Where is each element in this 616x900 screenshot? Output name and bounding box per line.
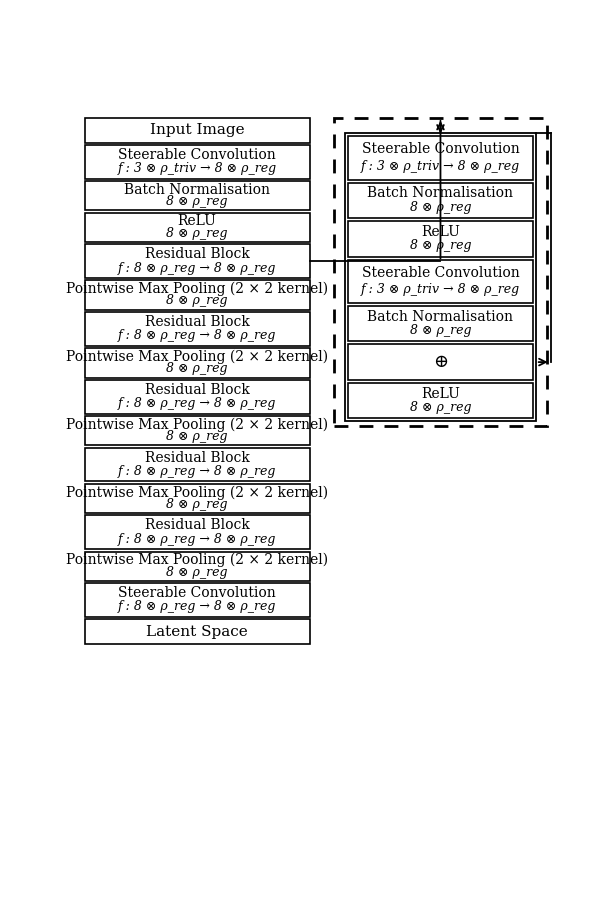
Bar	[345, 133, 536, 421]
Bar	[85, 516, 309, 549]
Text: 8 ⊗ ρ_reg: 8 ⊗ ρ_reg	[166, 430, 228, 443]
Text: Residual Block: Residual Block	[145, 315, 249, 329]
Bar	[348, 137, 533, 180]
Text: Residual Block: Residual Block	[145, 248, 249, 262]
Text: Pointwise Max Pooling (2 × 2 kernel): Pointwise Max Pooling (2 × 2 kernel)	[66, 554, 328, 568]
Bar	[348, 183, 533, 218]
Text: Pointwise Max Pooling (2 × 2 kernel): Pointwise Max Pooling (2 × 2 kernel)	[66, 282, 328, 296]
Text: Batch Normalisation: Batch Normalisation	[368, 186, 514, 201]
Text: Residual Block: Residual Block	[145, 383, 249, 397]
Bar	[85, 484, 309, 513]
Text: f : 8 ⊗ ρ_reg → 8 ⊗ ρ_reg: f : 8 ⊗ ρ_reg → 8 ⊗ ρ_reg	[118, 397, 277, 410]
Bar	[334, 118, 546, 426]
Bar	[85, 583, 309, 617]
Text: Latent Space: Latent Space	[146, 625, 248, 639]
Bar	[85, 380, 309, 414]
Bar	[348, 382, 533, 418]
Text: 8 ⊗ ρ_reg: 8 ⊗ ρ_reg	[166, 362, 228, 375]
Bar	[85, 619, 309, 644]
Text: Pointwise Max Pooling (2 × 2 kernel): Pointwise Max Pooling (2 × 2 kernel)	[66, 418, 328, 432]
Text: Residual Block: Residual Block	[145, 518, 249, 533]
Bar	[85, 416, 309, 446]
Text: 8 ⊗ ρ_reg: 8 ⊗ ρ_reg	[166, 498, 228, 510]
Bar	[85, 118, 309, 142]
Text: 8 ⊗ ρ_reg: 8 ⊗ ρ_reg	[410, 401, 471, 414]
Text: ⊕: ⊕	[433, 353, 448, 371]
Bar	[348, 221, 533, 256]
Bar	[85, 212, 309, 242]
Bar	[85, 145, 309, 179]
Text: 8 ⊗ ρ_reg: 8 ⊗ ρ_reg	[410, 239, 471, 253]
Text: ReLU: ReLU	[421, 225, 460, 238]
Text: f : 8 ⊗ ρ_reg → 8 ⊗ ρ_reg: f : 8 ⊗ ρ_reg → 8 ⊗ ρ_reg	[118, 262, 277, 274]
Bar	[348, 260, 533, 302]
Text: ReLU: ReLU	[177, 214, 217, 229]
Text: 8 ⊗ ρ_reg: 8 ⊗ ρ_reg	[410, 324, 471, 338]
Text: f : 8 ⊗ ρ_reg → 8 ⊗ ρ_reg: f : 8 ⊗ ρ_reg → 8 ⊗ ρ_reg	[118, 464, 277, 478]
Text: 8 ⊗ ρ_reg: 8 ⊗ ρ_reg	[166, 227, 228, 239]
Bar	[85, 348, 309, 377]
Text: f : 8 ⊗ ρ_reg → 8 ⊗ ρ_reg: f : 8 ⊗ ρ_reg → 8 ⊗ ρ_reg	[118, 600, 277, 613]
Text: f : 3 ⊗ ρ_triv → 8 ⊗ ρ_reg: f : 3 ⊗ ρ_triv → 8 ⊗ ρ_reg	[361, 160, 520, 173]
Text: Residual Block: Residual Block	[145, 451, 249, 464]
Bar	[85, 281, 309, 310]
Bar	[85, 244, 309, 278]
Text: f : 8 ⊗ ρ_reg → 8 ⊗ ρ_reg: f : 8 ⊗ ρ_reg → 8 ⊗ ρ_reg	[118, 329, 277, 342]
Text: ReLU: ReLU	[421, 386, 460, 400]
Text: f : 8 ⊗ ρ_reg → 8 ⊗ ρ_reg: f : 8 ⊗ ρ_reg → 8 ⊗ ρ_reg	[118, 533, 277, 545]
Bar	[348, 345, 533, 380]
Text: Steerable Convolution: Steerable Convolution	[118, 148, 276, 162]
Bar	[348, 306, 533, 341]
Bar	[85, 181, 309, 211]
Bar	[85, 312, 309, 346]
Text: Steerable Convolution: Steerable Convolution	[362, 142, 519, 157]
Text: Pointwise Max Pooling (2 × 2 kernel): Pointwise Max Pooling (2 × 2 kernel)	[66, 350, 328, 365]
Text: Batch Normalisation: Batch Normalisation	[124, 183, 270, 197]
Text: Steerable Convolution: Steerable Convolution	[362, 266, 519, 280]
Text: f : 3 ⊗ ρ_triv → 8 ⊗ ρ_reg: f : 3 ⊗ ρ_triv → 8 ⊗ ρ_reg	[118, 162, 277, 176]
Text: f : 3 ⊗ ρ_triv → 8 ⊗ ρ_reg: f : 3 ⊗ ρ_triv → 8 ⊗ ρ_reg	[361, 284, 520, 296]
Text: Batch Normalisation: Batch Normalisation	[368, 310, 514, 323]
Text: 8 ⊗ ρ_reg: 8 ⊗ ρ_reg	[166, 565, 228, 579]
Bar	[85, 552, 309, 581]
Bar	[85, 447, 309, 482]
Text: Pointwise Max Pooling (2 × 2 kernel): Pointwise Max Pooling (2 × 2 kernel)	[66, 485, 328, 500]
Text: 8 ⊗ ρ_reg: 8 ⊗ ρ_reg	[166, 294, 228, 308]
Text: Input Image: Input Image	[150, 123, 245, 138]
Text: 8 ⊗ ρ_reg: 8 ⊗ ρ_reg	[410, 201, 471, 214]
Text: Steerable Convolution: Steerable Convolution	[118, 586, 276, 600]
Text: 8 ⊗ ρ_reg: 8 ⊗ ρ_reg	[166, 195, 228, 208]
